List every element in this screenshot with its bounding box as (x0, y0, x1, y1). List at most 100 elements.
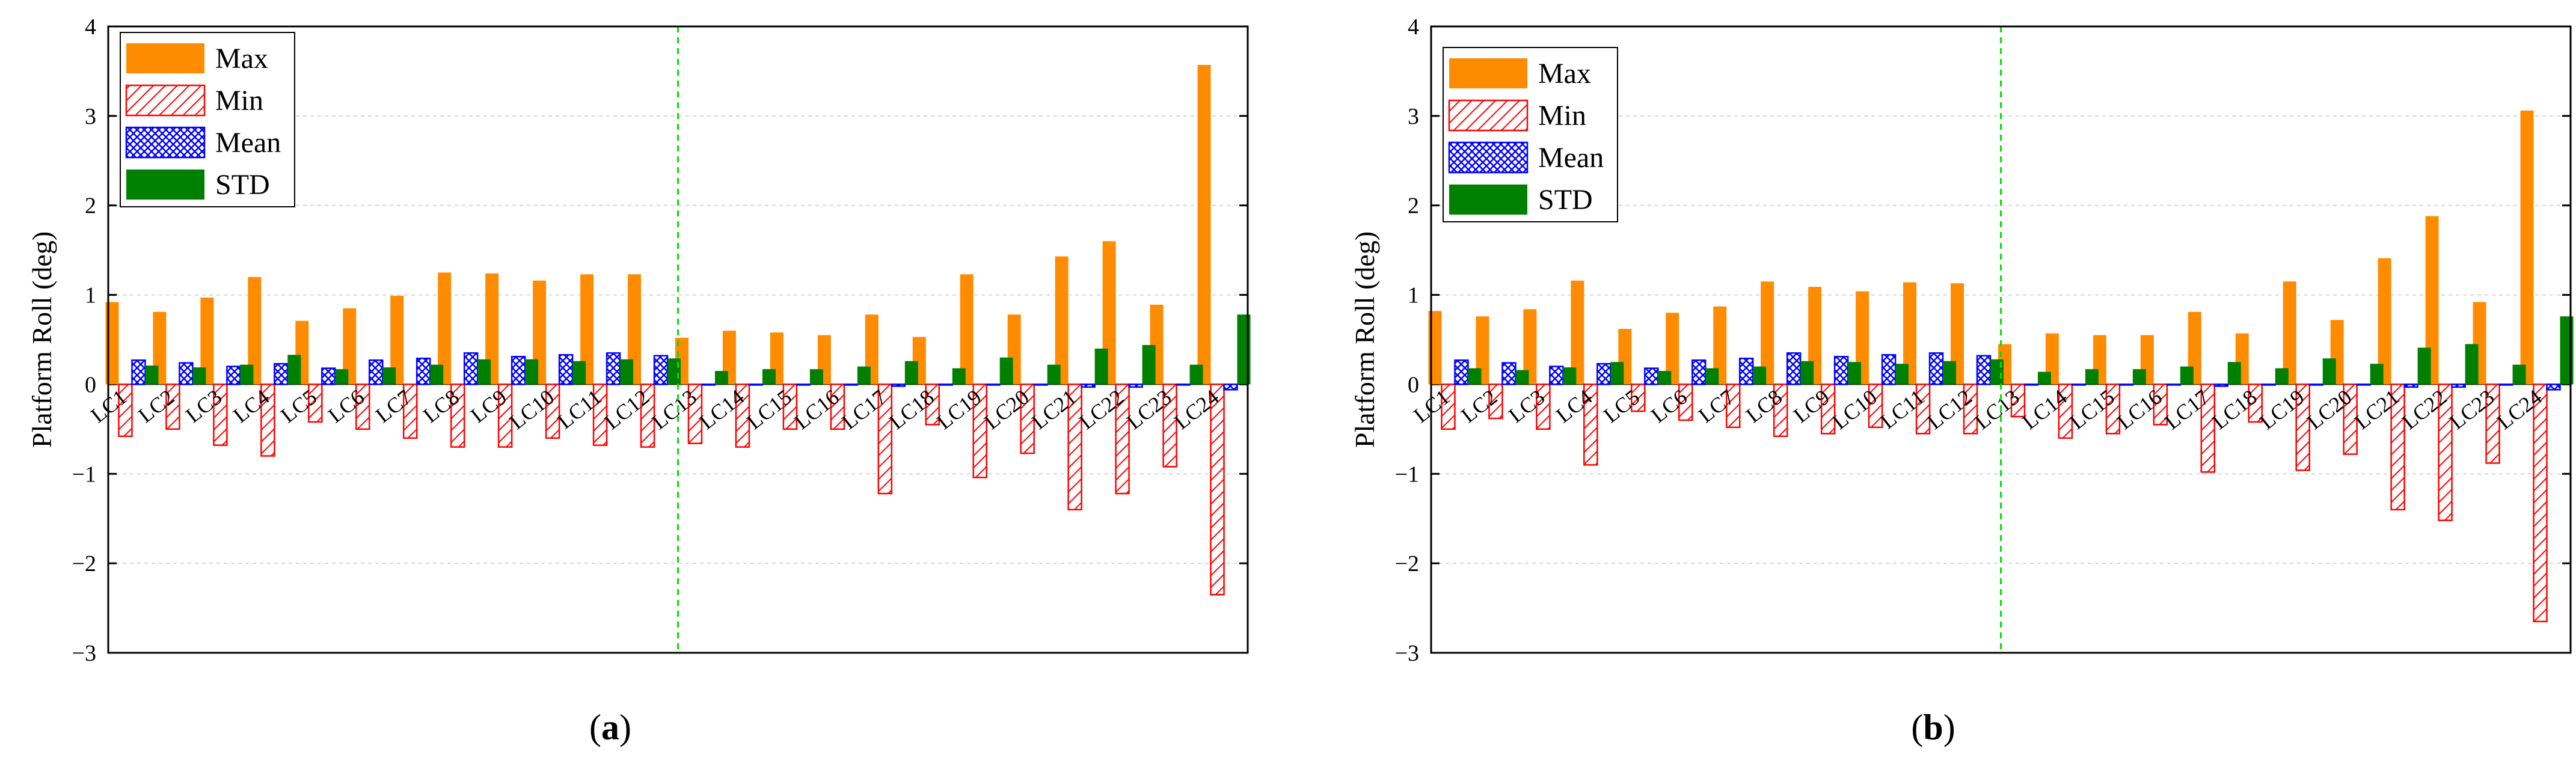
bar-std-lc18 (952, 368, 966, 385)
legend-swatch-max (126, 43, 204, 73)
bar-max-lc14 (2045, 333, 2059, 385)
bar-std-lc6 (1705, 368, 1719, 385)
y-tick-label: 0 (85, 372, 96, 397)
legend-swatch-mean (125, 126, 206, 159)
bar-std-lc4 (1610, 362, 1624, 385)
y-tick-label: 0 (1408, 372, 1419, 397)
y-tick-label: 1 (85, 283, 96, 308)
bar-std-lc3 (240, 364, 254, 385)
y-tick-label: 3 (1408, 104, 1419, 129)
bar-std-lc3 (1563, 367, 1577, 385)
bar-max-lc6 (1666, 313, 1679, 385)
bar-max-lc11 (1903, 282, 1917, 385)
bar-std-lc15 (809, 369, 823, 385)
bar-min-lc23 (1162, 383, 1177, 468)
bar-std-lc21 (1094, 348, 1108, 385)
legend-label-mean: Mean (215, 127, 281, 159)
bar-std-lc9 (525, 359, 539, 385)
bar-std-lc1 (1468, 368, 1482, 385)
y-tick-label: 2 (85, 194, 96, 219)
y-tick-label: 2 (1408, 194, 1419, 219)
bar-min-lc1 (118, 383, 133, 438)
bar-mean-lc3 (1549, 365, 1564, 385)
bar-max-lc21 (2378, 258, 2391, 385)
bar-max-lc10 (1856, 291, 1869, 385)
bar-min-lc12 (640, 383, 655, 448)
bar-mean-lc6 (369, 359, 384, 385)
bar-mean-lc2 (1501, 362, 1516, 385)
bar-min-lc7 (1725, 383, 1741, 429)
bar-mean-lc15 (2118, 383, 2134, 386)
bar-max-lc8 (1761, 281, 1774, 385)
bar-mean-lc23 (2498, 383, 2513, 386)
bar-mean-lc19 (2308, 383, 2323, 386)
bar-mean-lc9 (511, 356, 526, 385)
bar-mean-lc13 (701, 383, 716, 386)
bar-std-lc5 (335, 369, 349, 385)
bar-mean-lc6 (1691, 359, 1707, 385)
bar-min-lc22 (1115, 383, 1130, 495)
bar-std-lc20 (1047, 364, 1061, 385)
bar-mean-lc5 (1644, 367, 1659, 385)
bar-std-lc15 (2132, 369, 2146, 385)
bar-max-lc21 (1055, 256, 1069, 385)
bar-mean-lc14 (748, 383, 764, 386)
bar-max-lc17 (2188, 311, 2201, 385)
bar-min-lc19 (972, 383, 987, 478)
bar-min-lc16 (830, 383, 845, 430)
y-axis-title: Platform Roll (deg) (1349, 231, 1380, 448)
bar-mean-lc20 (1033, 383, 1048, 386)
bar-min-lc12 (1963, 383, 1978, 435)
legend-swatch-max (1449, 58, 1527, 88)
y-tick-label: 3 (85, 104, 96, 129)
bar-max-lc2 (1476, 316, 1489, 385)
bar-mean-lc7 (416, 358, 431, 385)
bar-min-lc2 (165, 383, 180, 430)
bar-min-lc10 (1868, 383, 1883, 429)
legend-swatch-min (125, 84, 206, 117)
bar-max-lc7 (1713, 306, 1727, 385)
bar-std-lc22 (2465, 344, 2479, 385)
bar-mean-lc4 (274, 362, 289, 385)
bar-max-lc24 (2520, 110, 2534, 385)
bar-mean-lc4 (1596, 362, 1612, 385)
bar-min-lc11 (1915, 383, 1931, 435)
bar-max-lc3 (1523, 309, 1537, 385)
bar-std-lc20 (2370, 364, 2384, 385)
bar-min-lc7 (402, 383, 418, 439)
bar-min-lc2 (1488, 383, 1503, 420)
bar-std-lc18 (2275, 368, 2289, 385)
bar-mean-lc11 (606, 352, 621, 385)
bar-min-lc20 (1020, 383, 1035, 454)
bar-max-lc11 (580, 274, 594, 385)
y-tick-label: 4 (1408, 14, 1419, 40)
bar-mean-lc8 (463, 352, 479, 385)
bar-mean-lc24 (1223, 383, 1238, 391)
bar-std-lc14 (2085, 369, 2099, 385)
bar-mean-lc12 (1976, 355, 1992, 385)
legend: Max Min Mean STD (120, 32, 295, 207)
bar-mean-lc19 (986, 383, 1001, 386)
bar-max-lc4 (1571, 280, 1584, 385)
panel-caption: (a) (589, 707, 631, 747)
bar-max-lc12 (1951, 283, 1964, 385)
bar-mean-lc9 (1833, 356, 1849, 385)
legend-swatch-min (1448, 99, 1529, 132)
bar-std-lc2 (192, 367, 206, 385)
bar-min-lc22 (2438, 383, 2453, 521)
bar-std-lc8 (477, 359, 491, 385)
bar-mean-lc16 (843, 383, 859, 386)
bar-std-lc22 (1142, 344, 1156, 385)
bar-min-lc21 (1067, 383, 1082, 511)
bar-max-lc9 (1808, 287, 1822, 385)
bar-std-lc13 (2037, 371, 2051, 385)
legend-swatch-mean (1448, 141, 1529, 174)
bar-min-lc24 (2533, 383, 2548, 623)
y-tick-label: 4 (85, 14, 96, 40)
bar-mean-lc21 (1081, 383, 1096, 388)
bar-min-lc13 (687, 383, 703, 444)
bar-std-lc9 (1848, 362, 1862, 385)
bar-max-lc19 (960, 274, 974, 385)
